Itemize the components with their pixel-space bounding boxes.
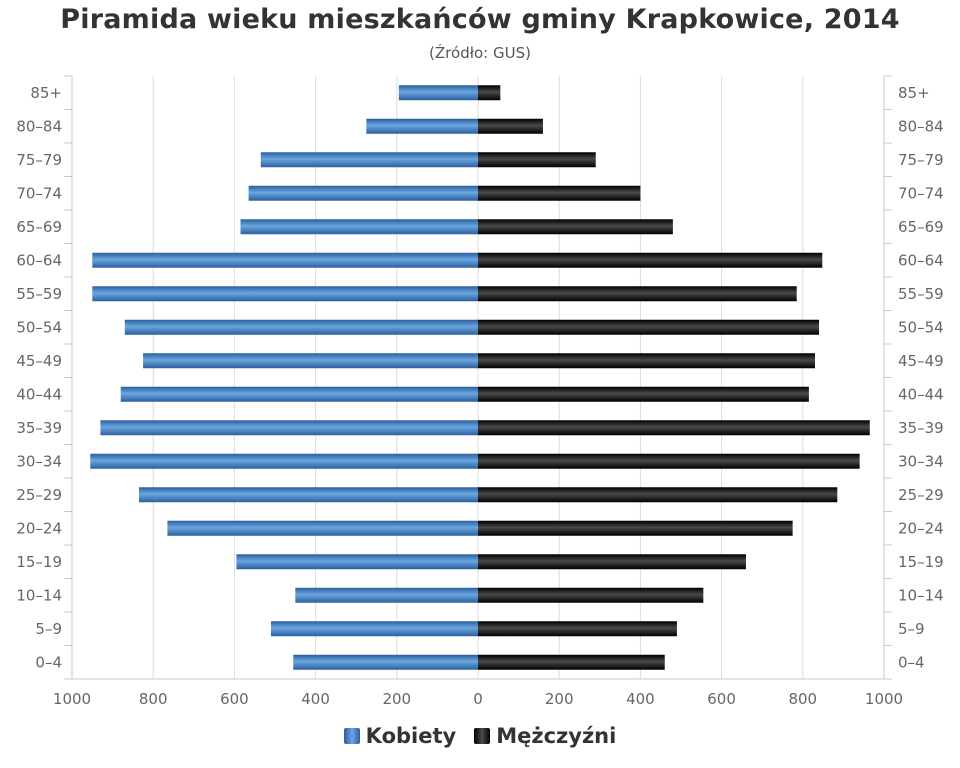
legend-label-kobiety: Kobiety [365,724,457,748]
y-tick-label-left: 85+ [30,84,62,102]
y-tick-label-right: 20–24 [898,519,944,537]
bar-kobiety [92,252,479,268]
legend: Kobiety Mężczyźni [0,724,960,748]
y-tick-label-left: 80–84 [16,117,62,135]
y-tick-label-left: 45–49 [16,352,62,370]
y-tick-label-right: 55–59 [898,285,944,303]
bar-mezczyzni [478,654,665,670]
x-tick-label: 600 [707,690,736,708]
bar-kobiety [366,118,478,134]
bar-kobiety [236,554,478,570]
x-tick-label: 200 [382,690,411,708]
x-tick-label: 0 [473,690,483,708]
y-tick-label-left: 50–54 [16,318,62,336]
bar-mezczyzni [478,520,793,536]
bar-mezczyzni [478,386,809,402]
bar-mezczyzni [478,621,677,637]
bar-mezczyzni [478,286,797,302]
y-tick-label-right: 80–84 [898,117,944,135]
bar-kobiety [293,654,478,670]
y-tick-label-left: 40–44 [16,385,62,403]
x-tick-label: 800 [139,690,168,708]
y-tick-label-left: 55–59 [16,285,62,303]
bar-mezczyzni [478,554,746,570]
bar-mezczyzni [478,118,543,134]
bar-kobiety [167,520,478,536]
y-tick-label-left: 10–14 [16,586,62,604]
bars [90,85,870,670]
bar-mezczyzni [478,185,641,201]
bar-kobiety [120,386,478,402]
y-tick-label-right: 50–54 [898,318,944,336]
bar-kobiety [100,420,479,436]
x-tick-label: 800 [788,690,817,708]
grid-lines [152,76,804,679]
y-tick-label-left: 60–64 [16,251,62,269]
y-tick-label-left: 75–79 [16,151,62,169]
y-tick-label-left: 25–29 [16,486,62,504]
y-tick-label-right: 0–4 [898,653,925,671]
bar-mezczyzni [478,85,501,101]
y-tick-label-right: 5–9 [898,620,925,638]
bar-kobiety [270,621,478,637]
legend-item-mezczyzni[interactable]: Mężczyźni [474,724,616,748]
chart-subtitle: (Źródło: GUS) [429,44,531,62]
bar-kobiety [240,219,478,235]
bar-mezczyzni [478,252,823,268]
tick-labels: 1000 800 600 400 200 0 200 400 600 800 1000 0–4 0–4 5… [16,84,943,708]
legend-swatch-kobiety [343,728,360,744]
x-tick-label: 400 [626,690,655,708]
x-tick-label: 400 [301,690,330,708]
bar-kobiety [138,487,479,503]
y-tick-label-left: 0–4 [35,653,62,671]
y-tick-label-left: 65–69 [16,218,62,236]
bar-mezczyzni [478,219,673,235]
legend-item-kobiety[interactable]: Kobiety [343,724,457,748]
bar-kobiety [248,185,478,201]
bar-mezczyzni [478,587,704,603]
chart-title: Piramida wieku mieszkańców gminy Krapkow… [60,4,900,35]
axes [64,75,892,680]
x-tick-label: 1000 [865,690,903,708]
y-tick-label-right: 35–39 [898,419,944,437]
y-tick-label-right: 60–64 [898,251,944,269]
legend-swatch-mezczyzni [474,728,491,744]
y-tick-label-left: 30–34 [16,452,62,470]
bar-kobiety [143,353,479,369]
y-tick-label-right: 70–74 [898,184,944,202]
y-tick-label-right: 40–44 [898,385,944,403]
bar-mezczyzni [478,319,820,335]
y-tick-label-left: 20–24 [16,519,62,537]
bar-kobiety [295,587,478,603]
x-tick-label: 200 [545,690,574,708]
y-tick-label-left: 5–9 [35,620,62,638]
bar-kobiety [92,286,479,302]
bar-kobiety [260,152,478,168]
y-tick-label-right: 45–49 [898,352,944,370]
bar-mezczyzni [478,487,838,503]
bar-kobiety [398,85,478,101]
bar-mezczyzni [478,420,870,436]
y-tick-label-right: 10–14 [898,586,944,604]
x-tick-label: 600 [220,690,249,708]
y-tick-label-right: 15–19 [898,553,944,571]
y-tick-label-left: 70–74 [16,184,62,202]
bar-mezczyzni [478,453,860,469]
bar-mezczyzni [478,152,596,168]
bar-kobiety [90,453,479,469]
y-tick-label-right: 30–34 [898,452,944,470]
y-tick-label-right: 75–79 [898,151,944,169]
y-tick-label-left: 15–19 [16,553,62,571]
x-tick-label: 1000 [53,690,91,708]
y-tick-label-right: 85+ [898,84,930,102]
legend-label-mezczyzni: Mężczyźni [496,724,617,748]
y-tick-label-left: 35–39 [16,419,62,437]
y-tick-label-right: 25–29 [898,486,944,504]
bar-kobiety [124,319,478,335]
bar-mezczyzni [478,353,815,369]
y-tick-label-right: 65–69 [898,218,944,236]
